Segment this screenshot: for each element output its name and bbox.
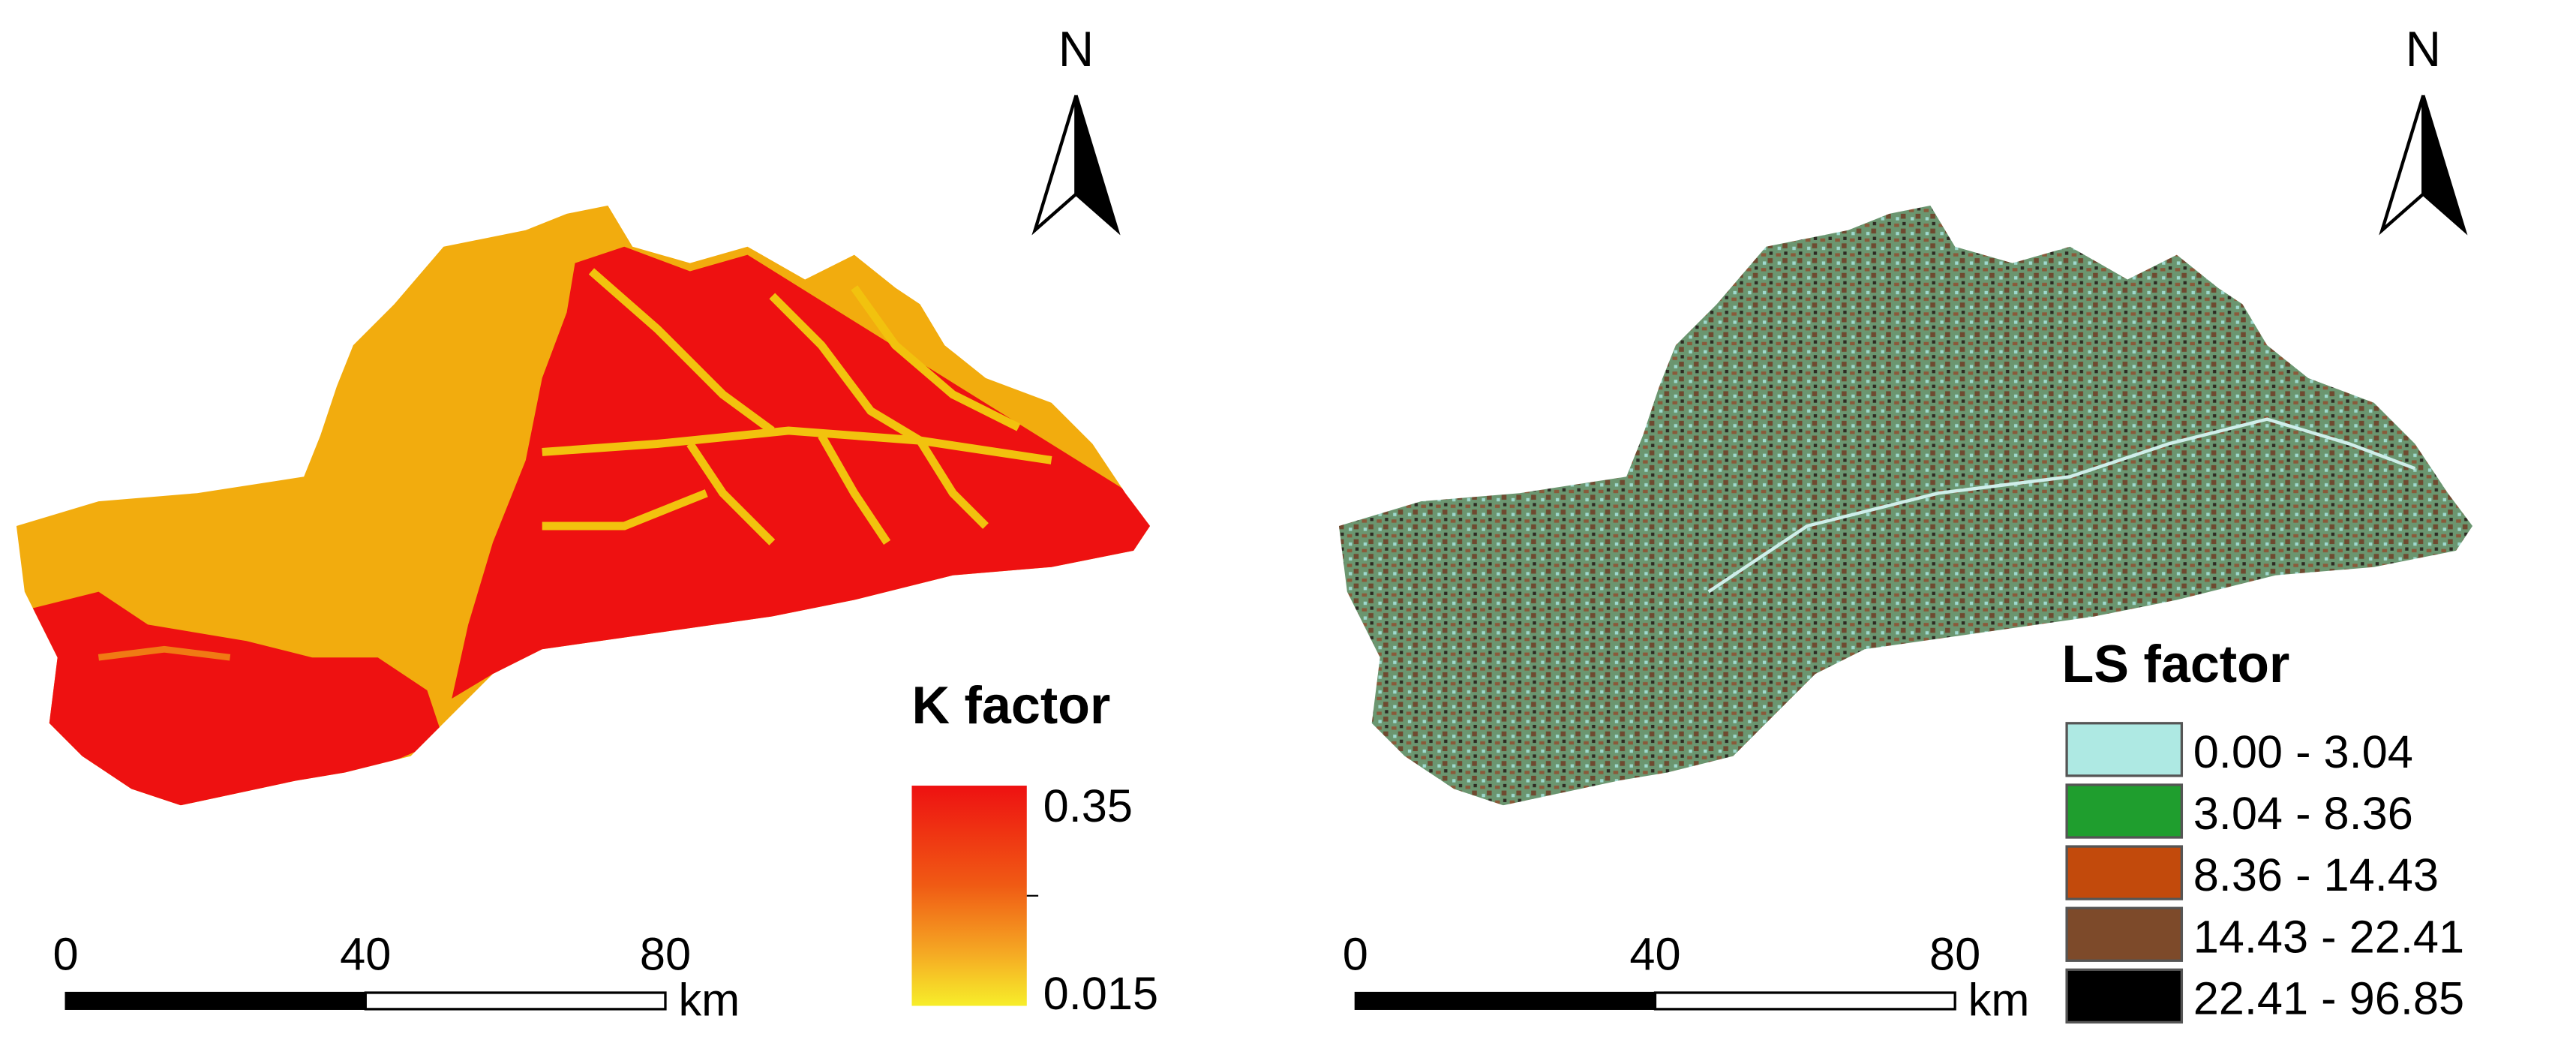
color-ramp (911, 786, 1027, 1006)
north-label: N (1058, 22, 1094, 77)
north-arrow: N (1031, 22, 1121, 236)
north-label: N (2406, 22, 2441, 77)
scale-label: 0 (53, 927, 79, 979)
scale-black (1354, 991, 1656, 1010)
legend-swatch (2065, 783, 2184, 839)
legend-min: 0.015 (1043, 967, 1158, 1019)
legend-max: 0.35 (1043, 780, 1133, 831)
scale-label: 40 (1629, 927, 1680, 979)
legend-swatch (2065, 845, 2184, 900)
scale-label: 80 (640, 927, 691, 979)
legend-title: K factor (911, 676, 1110, 735)
legend-swatch (2065, 968, 2184, 1024)
legend-swatch (2065, 722, 2184, 777)
legend-label: 0.00 - 3.04 (2193, 726, 2413, 777)
scale-unit: km (678, 974, 740, 1026)
k-legend: K factor 0.35 0.015 (911, 676, 1158, 1019)
scale-white (364, 991, 667, 1011)
legend-label: 3.04 - 8.36 (2193, 787, 2413, 839)
scale-label: 0 (1343, 927, 1368, 979)
legend-label: 14.43 - 22.41 (2193, 910, 2464, 962)
ls-legend: LS factor 0.00 - 3.04 3.04 - 8.36 8.36 - 1… (2062, 635, 2465, 1023)
scale-label: 80 (1929, 927, 1980, 979)
scale-white (1653, 991, 1956, 1011)
scale-label: 40 (340, 927, 391, 979)
scale-black (65, 991, 367, 1010)
legend-title: LS factor (2062, 635, 2290, 693)
legend-label: 22.41 - 96.85 (2193, 972, 2464, 1023)
legend-label: 8.36 - 14.43 (2193, 849, 2439, 900)
scale-unit: km (1968, 974, 2030, 1026)
north-arrow: N (2379, 22, 2468, 236)
legend-swatch (2065, 906, 2184, 962)
